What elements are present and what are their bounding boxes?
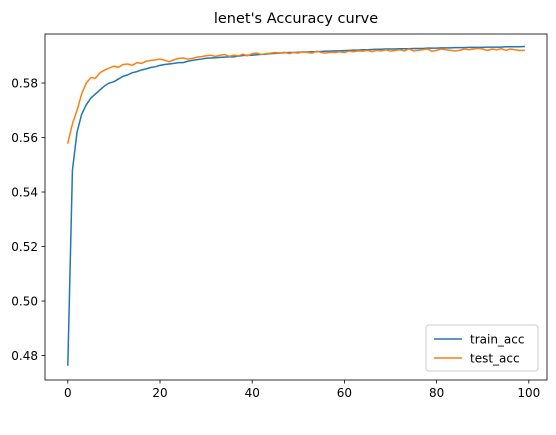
plot-area: 0 20 40 60 80 100 0.48 0.50 0.52 0.54 0.56 0.58 trai… xyxy=(11,33,548,400)
x-tick-label: 80 xyxy=(429,386,444,400)
y-tick-label: 0.58 xyxy=(11,76,38,90)
chart-title: lenet's Accuracy curve xyxy=(214,11,378,27)
y-tick-label: 0.54 xyxy=(11,185,38,199)
x-tick-label: 60 xyxy=(337,386,352,400)
legend-label-test-acc: test_acc xyxy=(470,351,520,365)
legend-label-train-acc: train_acc xyxy=(470,332,524,346)
series-line-test-acc xyxy=(66,47,525,144)
x-tick-label: 20 xyxy=(152,386,167,400)
y-tick-label: 0.50 xyxy=(11,294,38,308)
y-tick-label: 0.56 xyxy=(11,131,38,145)
x-tick-label: 100 xyxy=(517,386,540,400)
x-tick-label: 40 xyxy=(245,386,260,400)
y-tick-label: 0.52 xyxy=(11,240,38,254)
legend-box xyxy=(425,324,539,372)
y-tick-label: 0.48 xyxy=(11,349,38,363)
x-tick-label: 0 xyxy=(64,386,72,400)
axes-frame xyxy=(44,33,548,381)
